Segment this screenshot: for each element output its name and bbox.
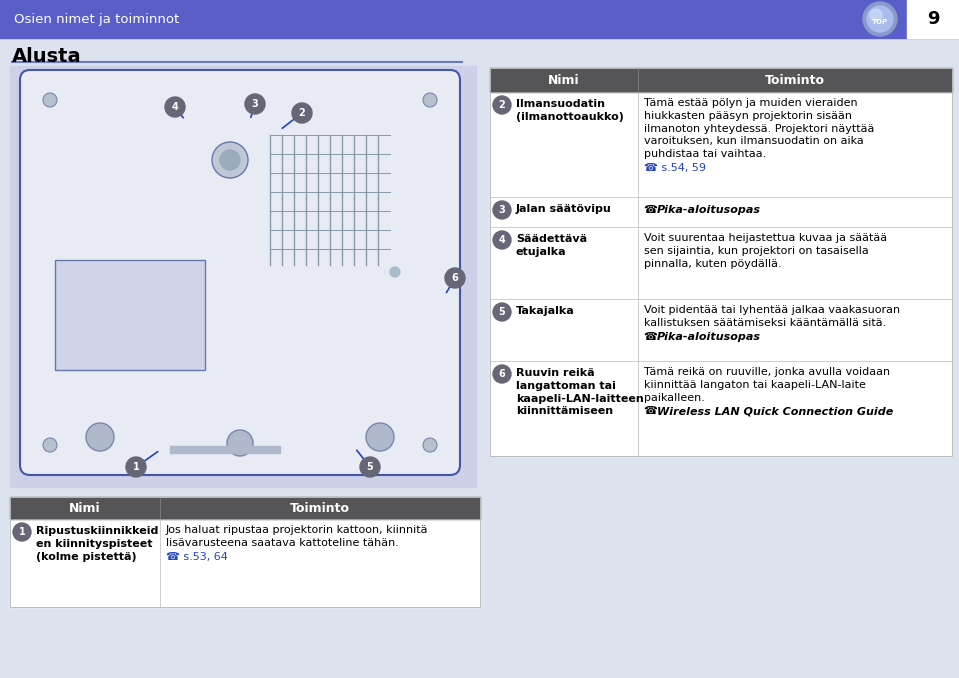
Bar bbox=[490, 68, 952, 92]
Bar bbox=[490, 68, 952, 456]
Text: Osien nimet ja toiminnot: Osien nimet ja toiminnot bbox=[14, 12, 179, 26]
Text: 1: 1 bbox=[132, 462, 139, 472]
Bar bbox=[490, 92, 952, 197]
Bar bbox=[10, 66, 476, 487]
Circle shape bbox=[220, 150, 240, 170]
Circle shape bbox=[493, 231, 511, 249]
Text: 3: 3 bbox=[499, 205, 505, 215]
Circle shape bbox=[493, 201, 511, 219]
Text: ☎ s.54, 59: ☎ s.54, 59 bbox=[644, 163, 706, 172]
Circle shape bbox=[245, 94, 265, 114]
Text: Tämä reikä on ruuville, jonka avulla voidaan
kiinnittää langaton tai kaapeli-LAN: Tämä reikä on ruuville, jonka avulla voi… bbox=[644, 367, 890, 403]
Text: Pika-aloitusopas: Pika-aloitusopas bbox=[657, 205, 761, 215]
Text: Pika-aloitusopas: Pika-aloitusopas bbox=[657, 332, 761, 342]
Text: ☎: ☎ bbox=[644, 332, 662, 342]
Bar bbox=[0, 0, 959, 38]
Circle shape bbox=[445, 268, 465, 288]
Circle shape bbox=[165, 97, 185, 117]
Circle shape bbox=[870, 9, 882, 21]
Bar bbox=[907, 0, 959, 38]
Text: Toiminto: Toiminto bbox=[765, 73, 825, 87]
Bar bbox=[10, 497, 480, 519]
Text: 6: 6 bbox=[452, 273, 458, 283]
Text: Säädettävä
etujalka: Säädettävä etujalka bbox=[516, 234, 587, 257]
Text: 5: 5 bbox=[499, 307, 505, 317]
Circle shape bbox=[423, 93, 437, 107]
Text: 6: 6 bbox=[499, 369, 505, 379]
Text: TOP: TOP bbox=[872, 19, 888, 25]
Text: Jos haluat ripustaa projektorin kattoon, kiinnitä
lisävarusteena saatava kattote: Jos haluat ripustaa projektorin kattoon,… bbox=[166, 525, 429, 548]
Text: Ripustuskiinnikkeid
en kiinnityspisteet
(kolme pistettä): Ripustuskiinnikkeid en kiinnityspisteet … bbox=[36, 526, 158, 561]
Bar bbox=[10, 497, 480, 607]
Circle shape bbox=[360, 457, 380, 477]
Bar bbox=[170, 446, 280, 453]
Circle shape bbox=[292, 103, 312, 123]
Text: 5: 5 bbox=[366, 462, 373, 472]
Circle shape bbox=[43, 93, 57, 107]
Circle shape bbox=[13, 523, 31, 541]
Circle shape bbox=[493, 303, 511, 321]
Bar bbox=[490, 299, 952, 361]
Circle shape bbox=[227, 430, 253, 456]
Text: 9: 9 bbox=[926, 10, 939, 28]
Circle shape bbox=[390, 267, 400, 277]
Text: Tämä estää pölyn ja muiden vieraiden
hiukkasten pääsyn projektorin sisään
ilmano: Tämä estää pölyn ja muiden vieraiden hiu… bbox=[644, 98, 875, 159]
Text: ☎: ☎ bbox=[644, 407, 662, 416]
Text: ☎: ☎ bbox=[644, 205, 662, 215]
Circle shape bbox=[212, 142, 248, 178]
Text: Takajalka: Takajalka bbox=[516, 306, 574, 316]
Circle shape bbox=[366, 423, 394, 451]
Circle shape bbox=[863, 2, 897, 36]
Text: Jalan säätövipu: Jalan säätövipu bbox=[516, 204, 612, 214]
Text: Toiminto: Toiminto bbox=[290, 502, 350, 515]
Text: Alusta: Alusta bbox=[12, 47, 82, 66]
Text: 4: 4 bbox=[499, 235, 505, 245]
Text: Voit pidentää tai lyhentää jalkaa vaakasuoran
kallistuksen säätämiseksi kääntämä: Voit pidentää tai lyhentää jalkaa vaakas… bbox=[644, 305, 901, 327]
Bar bbox=[55, 260, 205, 370]
Text: Ilmansuodatin
(ilmanottoaukko): Ilmansuodatin (ilmanottoaukko) bbox=[516, 99, 624, 122]
Bar bbox=[490, 361, 952, 456]
FancyBboxPatch shape bbox=[20, 70, 460, 475]
Text: 1: 1 bbox=[18, 527, 25, 537]
Text: 3: 3 bbox=[251, 99, 258, 109]
Circle shape bbox=[493, 96, 511, 114]
Bar bbox=[490, 227, 952, 299]
Text: Ruuvin reikä
langattoman tai
kaapeli-LAN-laitteen
kiinnittämiseen: Ruuvin reikä langattoman tai kaapeli-LAN… bbox=[516, 368, 643, 416]
Text: Voit suurentaa heijastettua kuvaa ja säätää
sen sijaintia, kun projektori on tas: Voit suurentaa heijastettua kuvaa ja sää… bbox=[644, 233, 887, 268]
Text: Nimi: Nimi bbox=[549, 73, 580, 87]
Circle shape bbox=[126, 457, 146, 477]
Circle shape bbox=[493, 365, 511, 383]
Text: Nimi: Nimi bbox=[69, 502, 101, 515]
Text: ☎ s.53, 64: ☎ s.53, 64 bbox=[166, 552, 228, 562]
Circle shape bbox=[43, 438, 57, 452]
Text: 4: 4 bbox=[172, 102, 178, 112]
Bar bbox=[490, 197, 952, 227]
Bar bbox=[10, 519, 480, 607]
Circle shape bbox=[86, 423, 114, 451]
Circle shape bbox=[423, 438, 437, 452]
Circle shape bbox=[867, 6, 893, 32]
Text: Wireless LAN Quick Connection Guide: Wireless LAN Quick Connection Guide bbox=[657, 407, 893, 416]
Text: 2: 2 bbox=[298, 108, 305, 118]
Text: 2: 2 bbox=[499, 100, 505, 110]
